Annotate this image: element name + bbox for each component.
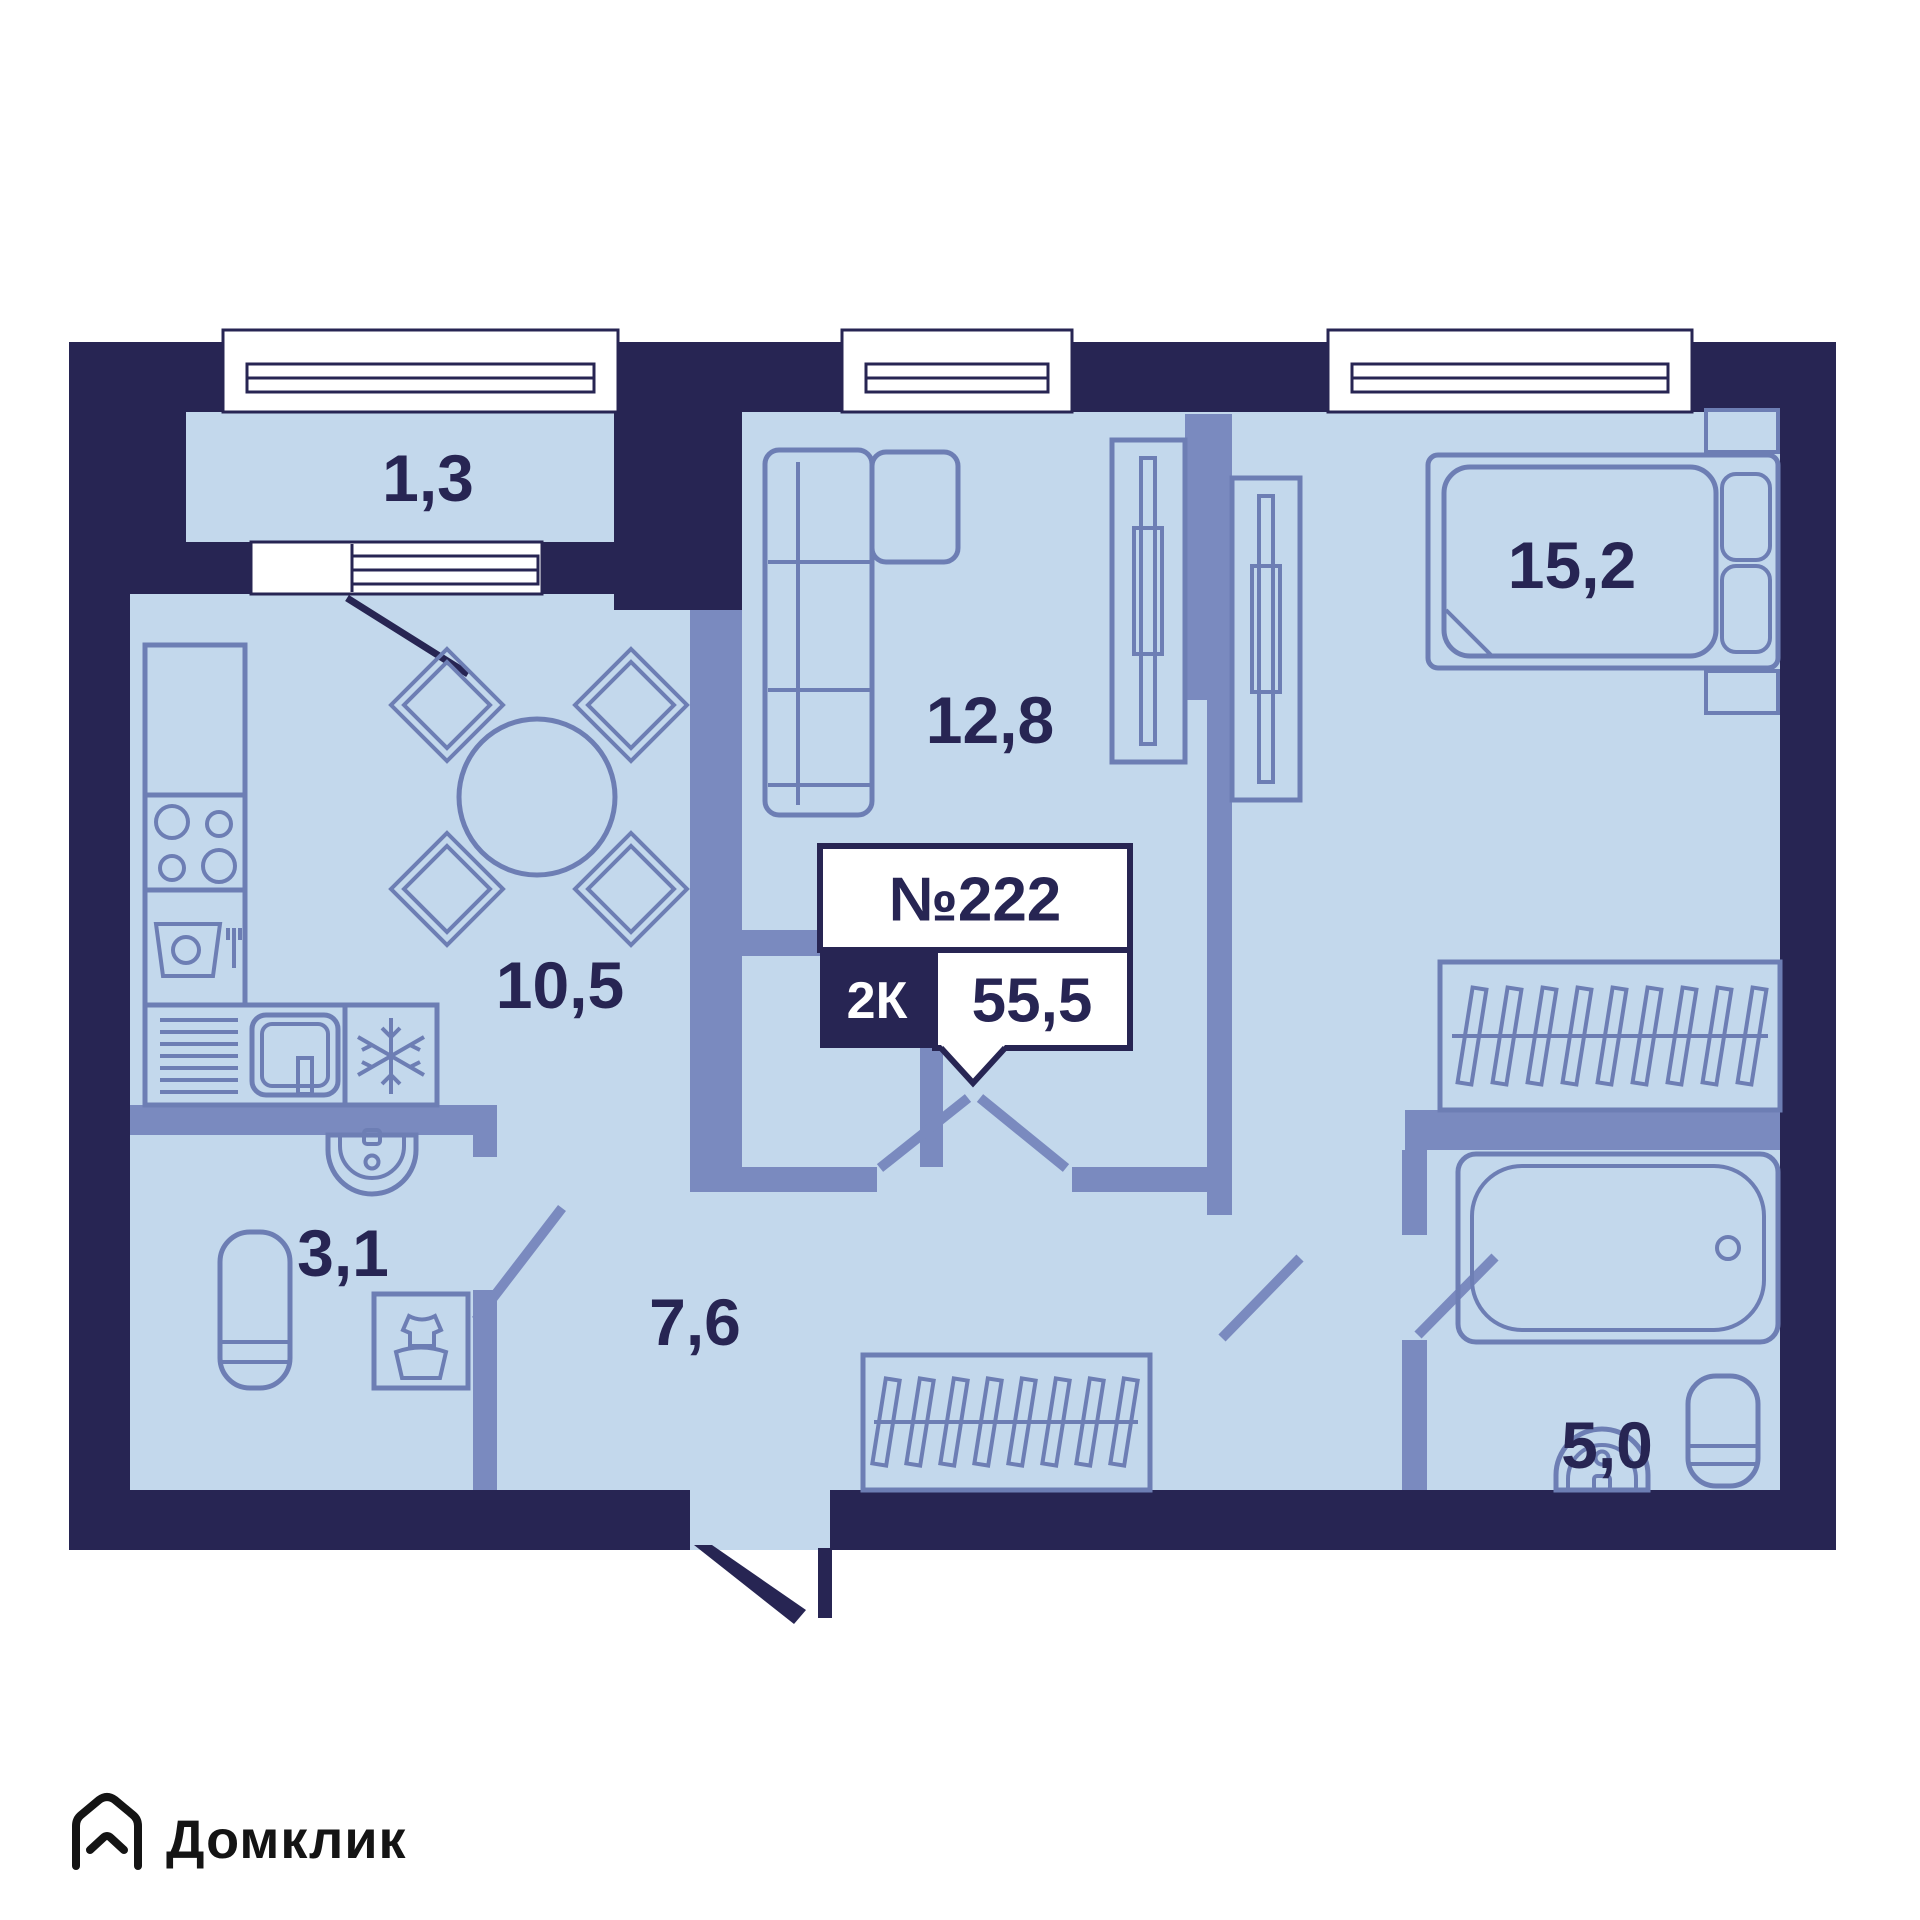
dining-table — [388, 646, 690, 948]
entry-opening — [690, 1490, 830, 1550]
wall-kitchen-bathroom — [130, 1105, 497, 1135]
wall-hall-living-right — [1072, 1167, 1232, 1192]
domclick-house-icon — [72, 1793, 142, 1870]
bathroom-small-fixtures — [217, 1128, 471, 1391]
window-bedroom — [1326, 328, 1694, 414]
label-bathroom-large: 5,0 — [1561, 1408, 1653, 1482]
chair — [388, 830, 506, 948]
wall-balcony-left — [69, 412, 186, 542]
badge-number-box — [817, 843, 1133, 953]
nightstand — [1704, 408, 1780, 454]
dishwasher-icon — [153, 922, 242, 978]
label-hallway: 7,6 — [649, 1285, 741, 1359]
wall-kitchen-living — [690, 610, 742, 1192]
entry-door-jamb — [818, 1548, 832, 1618]
window-balcony-inner — [249, 540, 544, 596]
chair — [572, 646, 690, 764]
wall-bottom-left — [69, 1490, 690, 1550]
bed-frame — [1425, 452, 1781, 671]
badge-pointer — [941, 1045, 1005, 1083]
washing-machine-icon — [371, 1291, 471, 1391]
bathtub-icon — [1455, 1151, 1781, 1345]
label-bedroom: 15,2 — [1508, 528, 1636, 602]
toilet-icon — [1685, 1373, 1761, 1489]
badge-pointer-outline — [938, 1045, 1008, 1088]
badge-type: 2К — [847, 972, 908, 1030]
kitchen-counter-row — [142, 1002, 440, 1108]
toilet-icon — [217, 1229, 293, 1391]
entry-door-leaf — [694, 1545, 806, 1624]
wall-bedroom-bottom — [1405, 1110, 1780, 1150]
badge-area-box — [932, 947, 1133, 1051]
wall-pillar-balcony-living — [614, 412, 742, 610]
sink-drying-rack — [160, 1018, 238, 1094]
domclick-logo-text: Домклик — [166, 1810, 407, 1870]
badge-type-box — [820, 950, 935, 1048]
corridor-door-swing — [1218, 1254, 1304, 1342]
fridge-icon — [357, 1018, 425, 1094]
wall-right — [1780, 342, 1836, 1550]
bed-mattress — [1441, 464, 1719, 659]
kitchen-unit — [142, 642, 440, 1108]
hangers — [870, 1376, 1140, 1468]
nightstand — [1704, 669, 1780, 715]
badge-number: №222 — [889, 866, 1062, 935]
wall-left — [69, 342, 130, 1550]
windows — [221, 328, 1694, 677]
wardrobe-bedroom — [1437, 959, 1783, 1113]
wall-under-balcony-left — [130, 542, 251, 594]
wall-bathroom-jamb-top — [473, 1135, 497, 1157]
sink-icon — [325, 1128, 419, 1197]
hallway-closet — [860, 1352, 1153, 1493]
wall-under-balcony-right — [535, 542, 614, 594]
kitchen-sink-icon — [249, 1012, 341, 1098]
label-kitchen: 10,5 — [496, 948, 624, 1022]
wall-bottom-right — [830, 1490, 1836, 1550]
chair — [572, 830, 690, 948]
living-door-swing-left — [876, 1094, 972, 1172]
pillow — [1720, 472, 1772, 562]
badge-area: 55,5 — [972, 967, 1093, 1036]
wall-corridor-left — [1207, 700, 1232, 1215]
window-living — [840, 328, 1074, 414]
outer-walls — [69, 342, 1836, 1550]
window-balcony — [221, 328, 620, 414]
sink-icon — [1553, 1426, 1651, 1493]
blanket-fold — [1444, 608, 1494, 658]
entry-door — [690, 1490, 832, 1624]
label-bathroom-small: 3,1 — [297, 1216, 389, 1290]
wardrobe-living — [1109, 437, 1188, 765]
bathroom-small-door-swing — [472, 1204, 566, 1324]
hangers — [1455, 985, 1769, 1087]
label-balcony: 1,3 — [382, 441, 474, 515]
wardrobe-bedroom-side — [1229, 475, 1303, 803]
interior-walls — [130, 414, 1780, 1490]
sofa — [762, 447, 961, 818]
stove-icon — [154, 804, 237, 884]
wall-bathroom-large-upper — [1402, 1150, 1427, 1235]
unit-badge: №222 2К 55,5 — [817, 843, 1133, 1088]
label-living: 12,8 — [926, 683, 1054, 757]
pillow — [1720, 564, 1772, 654]
living-door-swing-right — [976, 1094, 1070, 1172]
room-labels: 1,3 10,5 12,8 15,2 3,1 7,6 5,0 — [297, 441, 1653, 1482]
chair — [388, 646, 506, 764]
door-swings — [472, 1094, 1499, 1342]
wall-living-bedroom-divider — [1185, 414, 1232, 700]
wall-hall-living-left — [742, 1167, 877, 1192]
wall-bathroom-right-lower — [473, 1290, 497, 1490]
bathroom-large-fixtures — [1455, 1151, 1781, 1493]
domclick-logo: Домклик — [72, 1793, 407, 1870]
table-top — [456, 716, 618, 878]
bed — [1425, 408, 1781, 715]
wall-bathroom-large-lower — [1402, 1340, 1427, 1490]
